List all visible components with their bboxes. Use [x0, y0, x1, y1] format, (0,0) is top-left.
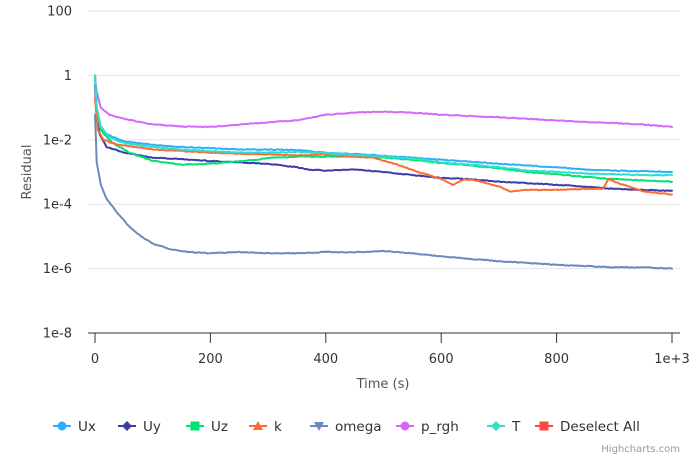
- credits-link[interactable]: Highcharts.com: [601, 444, 680, 455]
- y-tick-label: 100: [47, 5, 72, 20]
- x-axis-title: Time (s): [356, 377, 410, 392]
- series-line-omega[interactable]: [94, 113, 673, 270]
- legend-label[interactable]: T: [511, 419, 521, 435]
- legend-marker-icon: [57, 421, 67, 431]
- legend-item-deselect-all[interactable]: Deselect All: [535, 419, 640, 435]
- x-tick-label: 600: [429, 352, 454, 367]
- legend-label[interactable]: Deselect All: [560, 419, 640, 435]
- legend-item-uy[interactable]: Uy: [118, 419, 161, 435]
- legend-label[interactable]: Uz: [211, 419, 228, 435]
- y-tick-label: 1e-2: [43, 133, 72, 148]
- y-axis-title: Residual: [20, 145, 35, 200]
- legend-item-omega[interactable]: omega: [310, 419, 382, 435]
- legend-item-ux[interactable]: Ux: [53, 419, 96, 435]
- legend-item-uz[interactable]: Uz: [186, 419, 228, 435]
- y-tick-label: 1: [64, 69, 72, 84]
- y-tick-label: 1e-8: [43, 327, 72, 342]
- axes: 100 1 1e-2 1e-4 1e-6 1e-8 0 200 400 600 800 1e+3: [43, 5, 690, 368]
- x-tick-label: 400: [313, 352, 338, 367]
- y-tick-label: 1e-6: [43, 262, 72, 277]
- legend-marker-icon: [314, 422, 324, 431]
- legend-label[interactable]: omega: [335, 419, 382, 435]
- legend-marker-icon: [122, 421, 132, 431]
- x-tick-label: 200: [198, 352, 223, 367]
- series-group: [94, 74, 673, 270]
- series-line-p-rgh[interactable]: [94, 77, 673, 129]
- legend-label[interactable]: Uy: [143, 419, 161, 435]
- legend-marker-icon: [491, 421, 501, 431]
- legend-marker-icon: [539, 421, 549, 431]
- legend: Ux Uy Uz k omega p_rgh T Deselect All: [53, 419, 640, 435]
- x-tick-label: 1e+3: [654, 352, 689, 367]
- legend-marker-icon: [400, 421, 410, 431]
- series-line-k[interactable]: [94, 96, 673, 196]
- legend-label[interactable]: k: [274, 419, 282, 435]
- legend-item-k[interactable]: k: [249, 419, 282, 435]
- legend-item-p-rgh[interactable]: p_rgh: [396, 419, 459, 435]
- legend-marker-icon: [253, 421, 263, 430]
- y-tick-label: 1e-4: [43, 198, 72, 213]
- legend-marker-icon: [190, 421, 200, 431]
- legend-label[interactable]: p_rgh: [421, 419, 459, 435]
- x-tick-label: 800: [544, 352, 569, 367]
- legend-item-t[interactable]: T: [487, 419, 521, 435]
- legend-label[interactable]: Ux: [78, 419, 96, 435]
- x-tick-label: 0: [91, 352, 99, 367]
- series-line-t[interactable]: [94, 74, 673, 177]
- series-line-uy[interactable]: [94, 84, 673, 192]
